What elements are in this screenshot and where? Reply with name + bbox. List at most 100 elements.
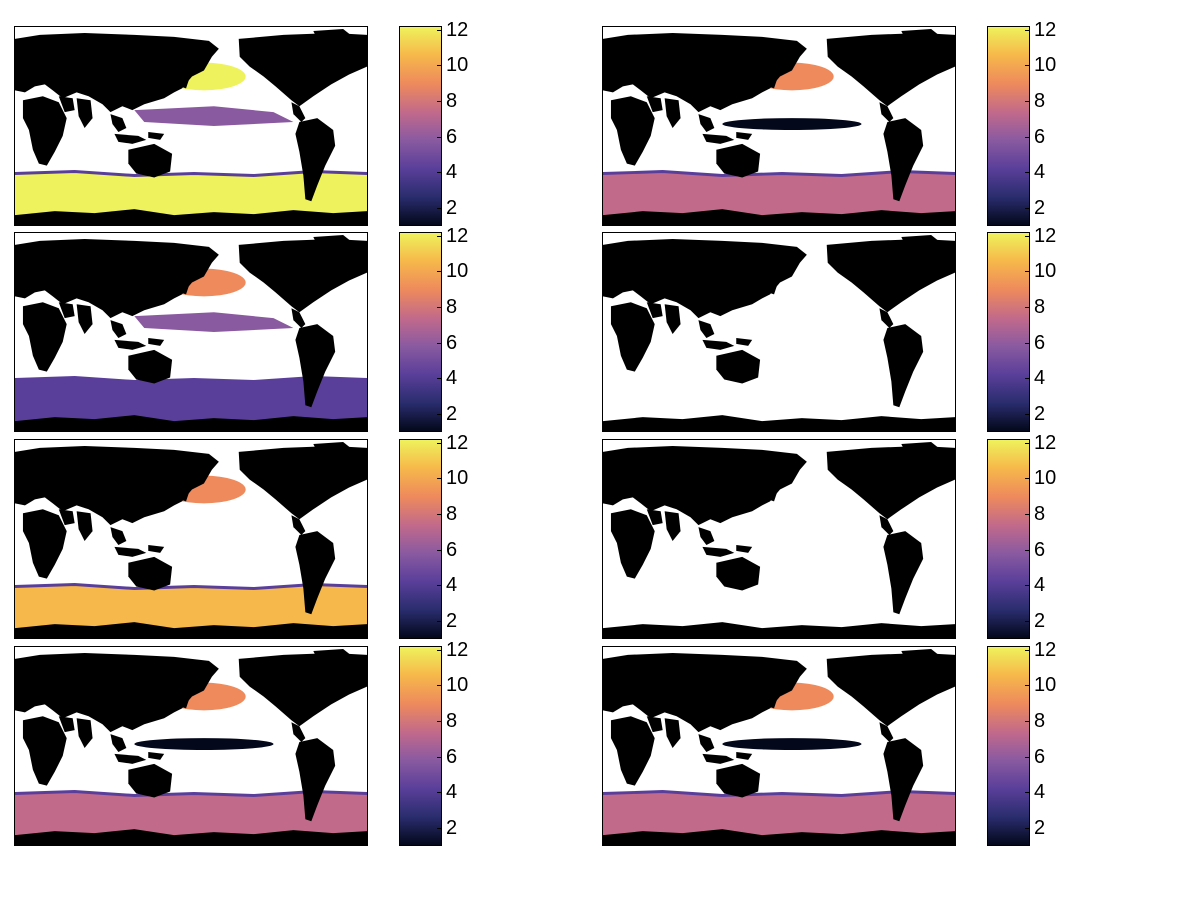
tick-mark	[1025, 101, 1030, 102]
tick-mark	[437, 136, 442, 138]
landmass	[22, 302, 67, 372]
landmass	[114, 753, 147, 764]
tick-mark	[437, 649, 442, 651]
colorbar-r4c1	[399, 646, 442, 846]
landmass	[768, 485, 779, 502]
tick-mark	[437, 478, 442, 480]
tick-label: 4	[446, 781, 458, 804]
tick-label: 2	[446, 197, 458, 220]
antarctica	[15, 829, 367, 845]
landmass	[15, 32, 219, 113]
landmass	[646, 96, 663, 113]
landmass	[110, 320, 127, 338]
colorbar-ticks: 2 4 6 8 10 12	[1034, 20, 1094, 226]
tick-mark	[1025, 442, 1030, 444]
landmass	[313, 28, 354, 41]
landmass	[698, 320, 715, 338]
tick-mark	[1025, 828, 1030, 830]
landmass	[15, 238, 219, 319]
tick-mark	[437, 514, 442, 515]
landmass	[295, 118, 336, 202]
landmass	[291, 308, 306, 329]
landmass	[716, 143, 761, 178]
colorbar-ticks: 2 4 6 8 10 12	[446, 20, 506, 226]
tick-label: 10	[1034, 674, 1057, 697]
colorbar-r1c1	[399, 26, 442, 226]
tick-label: 2	[446, 403, 458, 426]
landmass	[736, 131, 753, 140]
landmass	[128, 556, 173, 591]
landmass	[15, 445, 219, 526]
colorbar-ticks: 2 4 6 8 10 12	[1034, 226, 1094, 432]
landmass	[114, 546, 147, 557]
landmass	[238, 238, 367, 313]
landmass	[76, 511, 93, 541]
tick-label: 2	[446, 610, 458, 633]
tick-label: 2	[1034, 610, 1046, 633]
landmass	[15, 652, 219, 733]
tick-label: 6	[446, 331, 458, 354]
antarctica	[603, 829, 955, 845]
landmass	[879, 308, 894, 329]
tick-mark	[437, 172, 442, 174]
tick-label: 12	[1034, 18, 1057, 41]
colorbar-r2c1	[399, 232, 442, 432]
tick-label: 6	[446, 745, 458, 768]
tick-label: 8	[446, 503, 458, 525]
tick-mark	[437, 756, 442, 758]
tick-mark	[1025, 208, 1030, 210]
tick-mark	[1025, 342, 1030, 344]
landmass	[879, 515, 894, 536]
tick-mark	[1025, 478, 1030, 480]
tick-mark	[1025, 721, 1030, 722]
landmass	[610, 96, 655, 166]
tick-label: 12	[446, 224, 469, 247]
map-canvas	[603, 440, 955, 638]
colorbar-r3c2	[987, 439, 1030, 639]
antarctica	[15, 415, 367, 431]
map-canvas	[15, 647, 367, 845]
map-panel-r3c2	[602, 439, 956, 639]
landmass	[883, 324, 924, 408]
map-canvas	[15, 440, 367, 638]
landmass	[879, 722, 894, 743]
tick-label: 4	[1034, 574, 1046, 597]
landmass	[180, 72, 191, 89]
landmass	[826, 445, 955, 520]
tick-mark	[1025, 792, 1030, 794]
landmass	[883, 118, 924, 202]
tick-mark	[437, 549, 442, 551]
landmass	[610, 716, 655, 786]
landmass	[698, 114, 715, 132]
landmass	[110, 734, 127, 752]
landmass	[736, 544, 753, 553]
tick-label: 8	[1034, 503, 1046, 525]
tick-label: 10	[1034, 467, 1057, 490]
colorbar-ticks: 2 4 6 8 10 12	[1034, 640, 1094, 846]
map-canvas	[603, 27, 955, 225]
landmass	[180, 278, 191, 295]
tick-label: 8	[446, 710, 458, 732]
landmass	[826, 32, 955, 107]
tick-label: 8	[446, 296, 458, 318]
landmass	[180, 692, 191, 709]
tick-label: 8	[446, 90, 458, 112]
tick-label: 6	[446, 125, 458, 148]
landmass	[291, 515, 306, 536]
landmass	[768, 278, 779, 295]
tick-mark	[1025, 378, 1030, 380]
tick-mark	[437, 235, 442, 237]
tick-mark	[1025, 756, 1030, 758]
map-panel-r1c2	[602, 26, 956, 226]
landmass	[295, 738, 336, 822]
tick-mark	[437, 414, 442, 416]
tick-label: 12	[1034, 431, 1057, 454]
tick-mark	[437, 621, 442, 623]
landmass	[716, 349, 761, 384]
tick-mark	[437, 378, 442, 380]
tick-label: 6	[1034, 538, 1046, 561]
landmass	[664, 304, 681, 334]
tick-mark	[1025, 649, 1030, 651]
tick-label: 2	[1034, 817, 1046, 840]
antarctica	[603, 622, 955, 638]
